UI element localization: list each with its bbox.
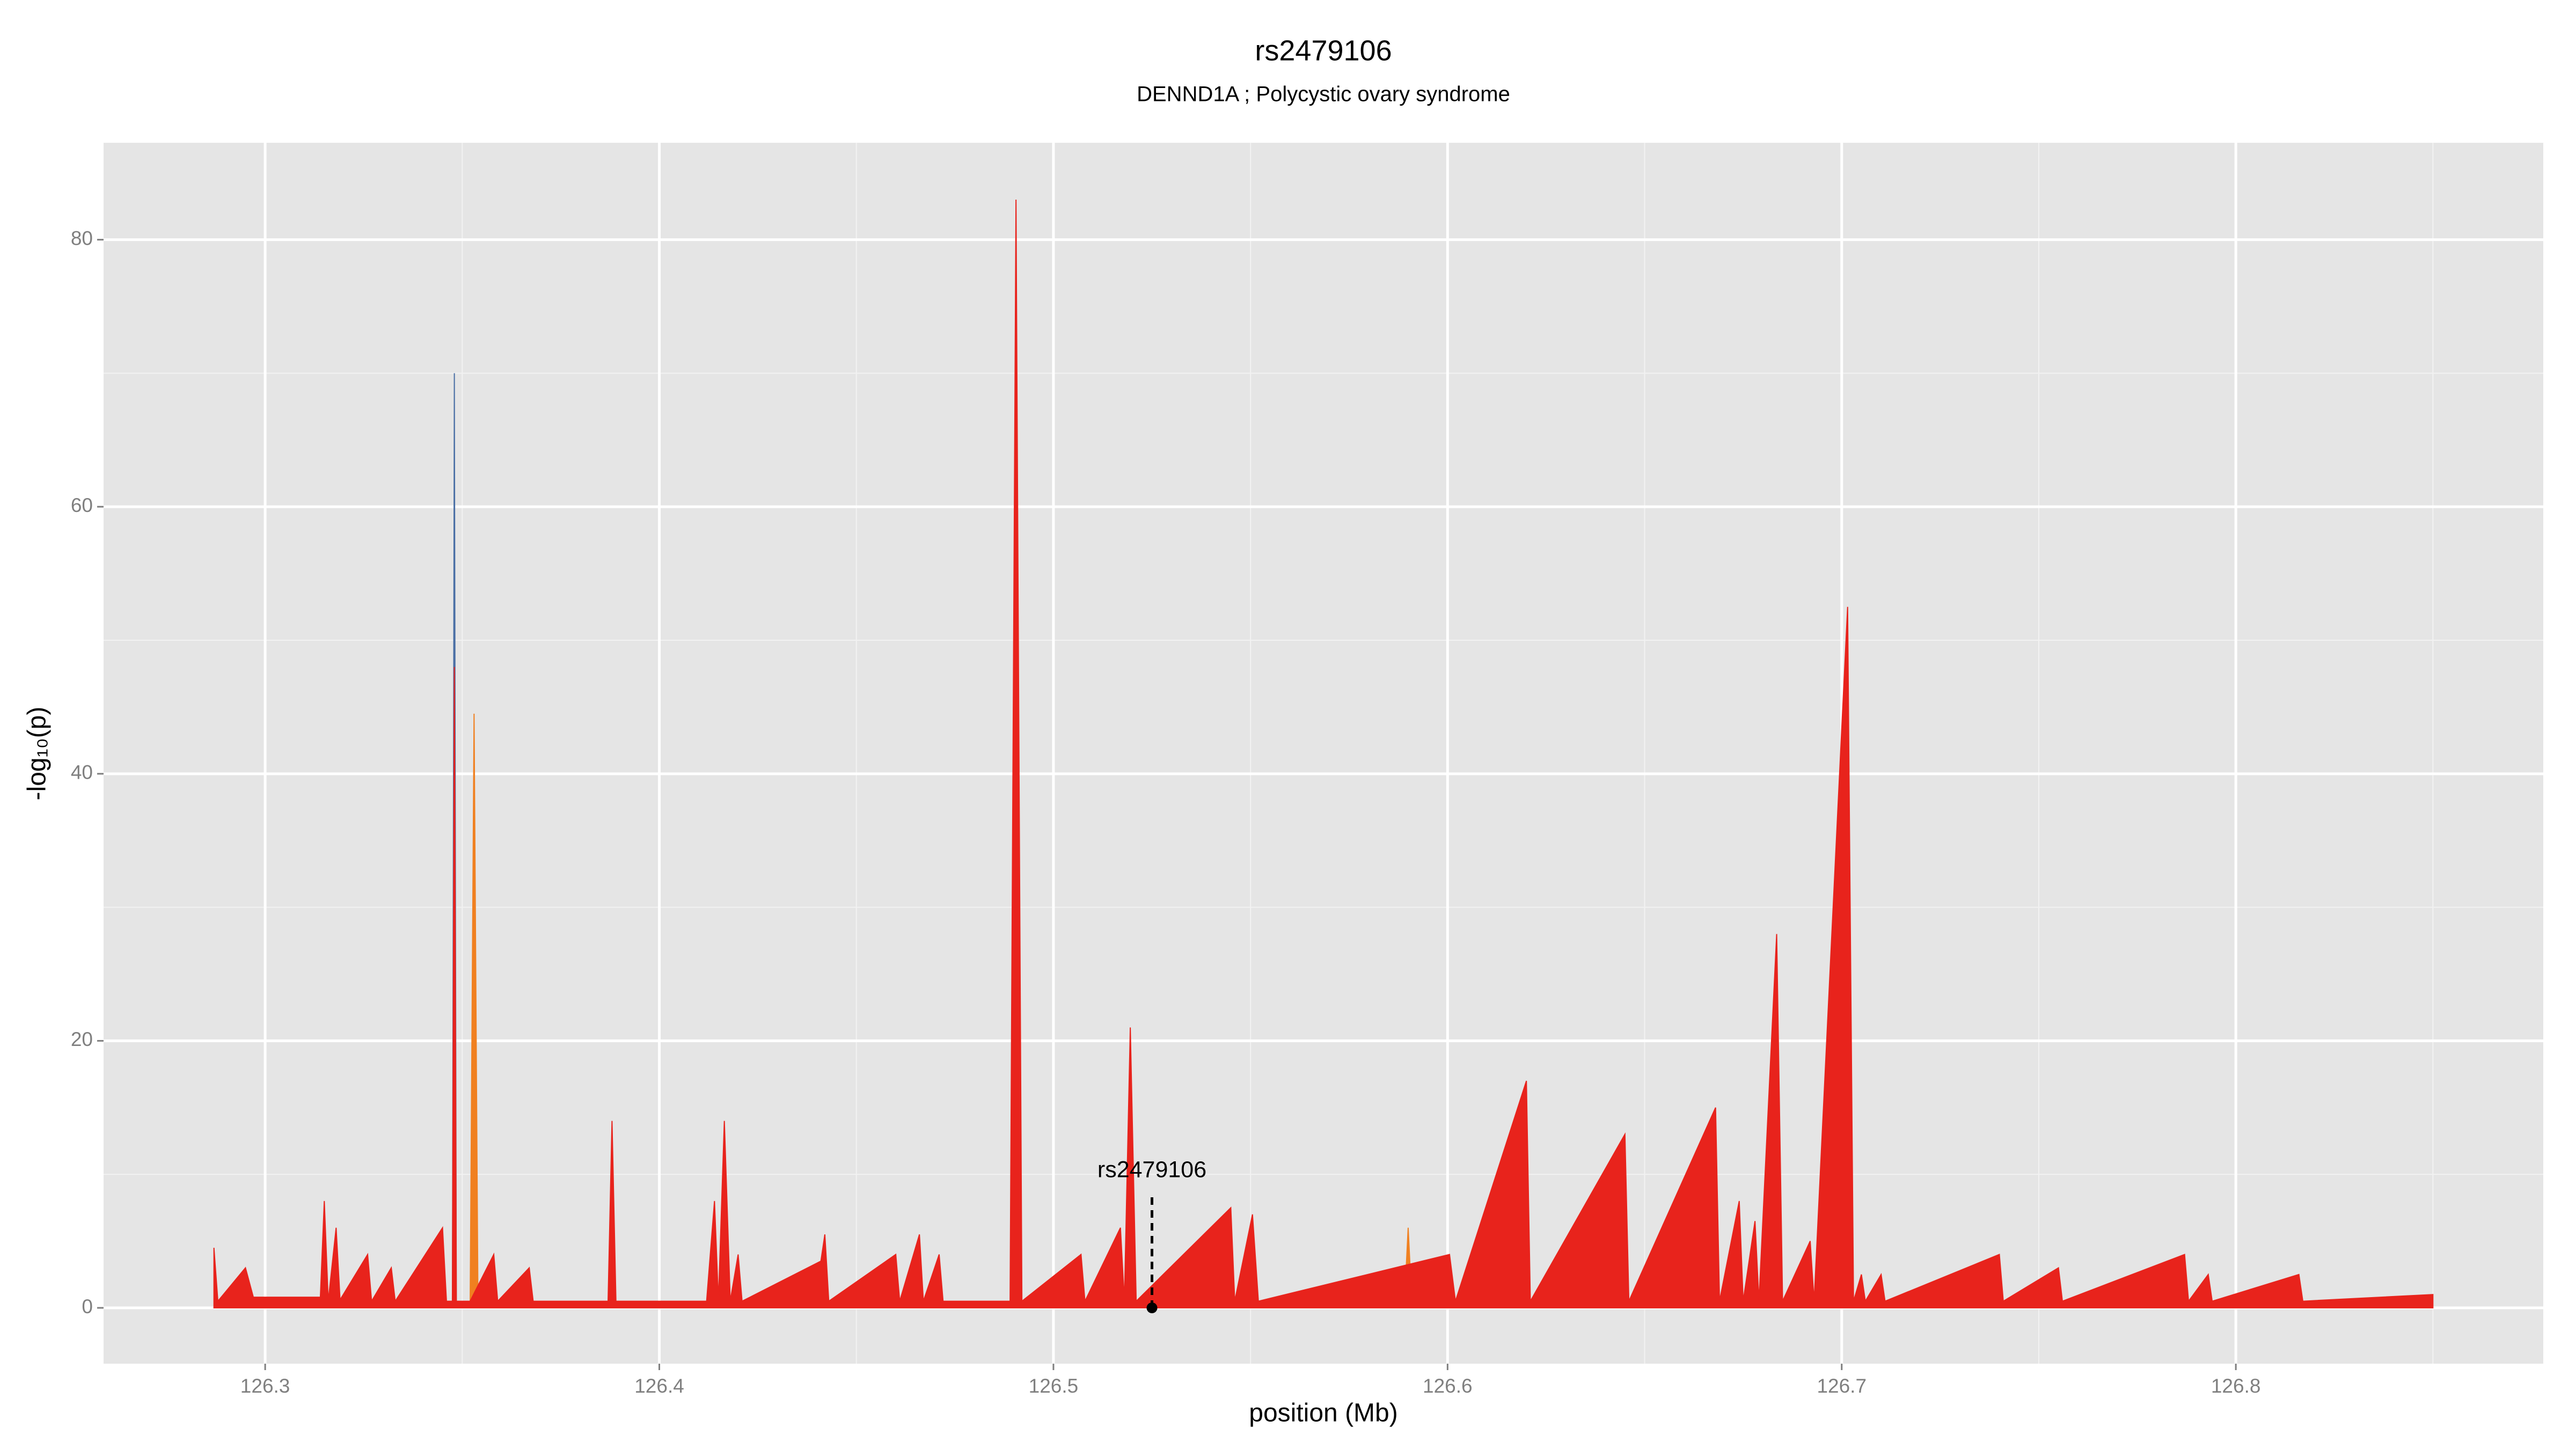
- plot-panel: [104, 143, 2543, 1364]
- x-tick-label: 126.3: [240, 1375, 290, 1397]
- y-tick-label: 80: [71, 227, 93, 249]
- y-axis-label: -log₁₀(p): [23, 707, 52, 801]
- annotation-label: rs2479106: [1097, 1157, 1206, 1182]
- x-tick-label: 126.8: [2211, 1375, 2261, 1397]
- y-tick-label: 60: [71, 494, 93, 516]
- x-tick-label: 126.4: [634, 1375, 684, 1397]
- chart-subtitle: DENND1A ; Polycystic ovary syndrome: [1137, 83, 1510, 106]
- x-axis-label: position (Mb): [1249, 1399, 1397, 1428]
- area: [213, 199, 2434, 1308]
- x-tick-label: 126.6: [1423, 1375, 1473, 1397]
- x-tick-label: 126.5: [1029, 1375, 1079, 1397]
- y-tick-label: 40: [71, 762, 93, 784]
- annotation-point: [1146, 1302, 1158, 1314]
- y-tick-label: 0: [82, 1296, 93, 1318]
- chart-title: rs2479106: [1255, 34, 1392, 67]
- y-tick-label: 20: [71, 1028, 93, 1050]
- x-tick-label: 126.7: [1817, 1375, 1867, 1397]
